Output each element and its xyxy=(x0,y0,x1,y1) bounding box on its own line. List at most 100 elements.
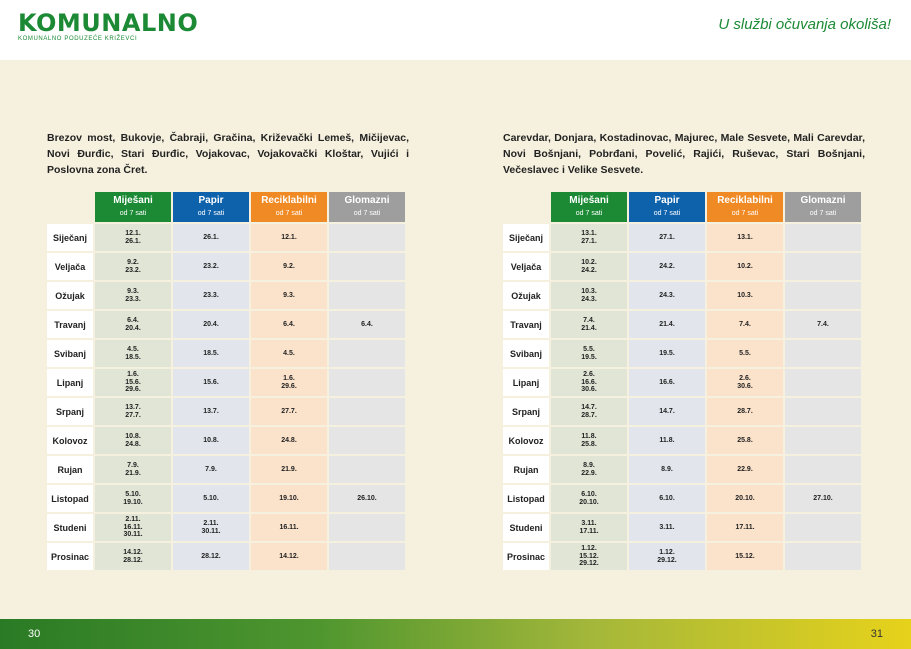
pickup-date: 28.12. xyxy=(201,552,221,560)
column-title: Glomazni xyxy=(800,195,846,206)
pickup-date: 6.4. xyxy=(361,320,373,328)
schedule-table: Miješani od 7 sati Papir od 7 sati Recikla… xyxy=(501,190,863,572)
pickup-date: 21.9. xyxy=(281,465,297,473)
cell-recyclable: 4.5. xyxy=(251,340,327,367)
cell-recyclable: 10.3. xyxy=(707,282,783,309)
month-label: Rujan xyxy=(47,456,93,483)
cell-mixed: 10.3. 24.3. xyxy=(551,282,627,309)
pickup-date: 10.8. xyxy=(125,433,141,440)
pickup-date: 27.1. xyxy=(659,233,675,241)
cell-paper: 7.9. xyxy=(173,456,249,483)
cell-recyclable: 1.6. 29.6. xyxy=(251,369,327,396)
month-label: Studeni xyxy=(503,514,549,541)
column-subtitle: od 7 sati xyxy=(197,210,225,217)
column-header-mixed: Miješani od 7 sati xyxy=(551,192,627,222)
pickup-date: 16.11. xyxy=(123,523,143,531)
pickup-date: 24.8. xyxy=(281,436,297,444)
cell-recyclable: 27.7. xyxy=(251,398,327,425)
cell-recyclable: 16.11. xyxy=(251,514,327,541)
logo-text: KOMUNALNO xyxy=(18,9,199,37)
cell-paper: 19.5. xyxy=(629,340,705,367)
pickup-date: 1.12. xyxy=(581,545,597,553)
cell-bulky xyxy=(329,224,405,251)
pickup-date: 23.3. xyxy=(203,291,219,299)
cell-paper: 18.5. xyxy=(173,340,249,367)
table-row: Srpanj 13.7. 27.7. 13.7. 27.7. xyxy=(47,398,405,425)
cell-bulky xyxy=(785,282,861,309)
page-number-right: 31 xyxy=(870,628,883,640)
pickup-date: 2.11. xyxy=(125,516,141,524)
pickup-date: 28.12. xyxy=(123,556,143,564)
pickup-date: 20.4. xyxy=(125,324,141,332)
pickup-date: 5.5. xyxy=(739,349,751,357)
pickup-date: 1.12. xyxy=(659,549,675,556)
cell-mixed: 10.2. 24.2. xyxy=(551,253,627,280)
pickup-date: 4.5. xyxy=(127,346,139,353)
cell-paper: 13.7. xyxy=(173,398,249,425)
column-subtitle: od 7 sati xyxy=(653,210,681,217)
cell-bulky xyxy=(329,456,405,483)
pickup-date: 6.10. xyxy=(581,491,597,498)
pickup-date: 19.10. xyxy=(279,494,299,502)
pickup-date: 13.7. xyxy=(125,404,141,411)
pickup-date: 24.2. xyxy=(659,262,675,270)
pickup-date: 20.10. xyxy=(579,498,599,506)
cell-paper: 6.10. xyxy=(629,485,705,512)
pickup-date: 29.6. xyxy=(281,382,297,390)
column-title: Papir xyxy=(198,195,224,206)
month-label: Svibanj xyxy=(47,340,93,367)
cell-bulky xyxy=(329,253,405,280)
cell-paper: 16.6. xyxy=(629,369,705,396)
column-subtitle: od 7 sati xyxy=(275,210,303,217)
pickup-date: 11.8. xyxy=(581,433,597,440)
pickup-date: 7.9. xyxy=(127,462,139,469)
pickup-date: 29.6. xyxy=(125,386,141,394)
pickup-date: 4.5. xyxy=(283,349,295,357)
pickup-date: 10.2. xyxy=(737,262,753,270)
cell-paper: 15.6. xyxy=(173,369,249,396)
cell-mixed: 14.12. 28.12. xyxy=(95,543,171,570)
pickup-date: 6.10. xyxy=(659,494,675,502)
pickup-date: 11.8. xyxy=(659,436,675,444)
cell-bulky xyxy=(785,369,861,396)
cell-bulky xyxy=(785,514,861,541)
cell-bulky: 6.4. xyxy=(329,311,405,338)
cell-recyclable: 28.7. xyxy=(707,398,783,425)
table-header-row: Miješani od 7 sati Papir od 7 sati Recikla… xyxy=(47,192,405,222)
pickup-date: 18.5. xyxy=(125,353,141,361)
month-label: Ožujak xyxy=(503,282,549,309)
pickup-date: 24.3. xyxy=(659,291,675,299)
pickup-date: 3.11. xyxy=(581,520,597,527)
pickup-date: 7.4. xyxy=(739,320,751,328)
pickup-date: 7.9. xyxy=(205,465,217,473)
pickup-date: 24.2. xyxy=(581,266,597,274)
column-header-recyclable: Reciklabilni od 7 sati xyxy=(707,192,783,222)
table-row: Svibanj 5.5. 19.5. 19.5. 5.5. xyxy=(503,340,861,367)
cell-paper: 2.11. 30.11. xyxy=(173,514,249,541)
cell-mixed: 13.1. 27.1. xyxy=(551,224,627,251)
cell-bulky xyxy=(329,427,405,454)
cell-paper: 8.9. xyxy=(629,456,705,483)
column-header-mixed: Miješani od 7 sati xyxy=(95,192,171,222)
month-label: Listopad xyxy=(47,485,93,512)
column-title: Glomazni xyxy=(344,195,390,206)
pickup-date: 25.8. xyxy=(581,440,597,448)
pickup-date: 3.11. xyxy=(659,523,675,531)
table-row: Travanj 6.4. 20.4. 20.4. 6.4. 6.4. xyxy=(47,311,405,338)
column-header-paper: Papir od 7 sati xyxy=(629,192,705,222)
column-title: Miješani xyxy=(569,195,609,206)
column-header-bulky: Glomazni od 7 sati xyxy=(785,192,861,222)
month-label: Veljača xyxy=(503,253,549,280)
pickup-date: 18.5. xyxy=(203,349,219,357)
column-title: Reciklabilni xyxy=(717,195,773,206)
pickup-date: 17.11. xyxy=(579,527,599,535)
cell-mixed: 6.10. 20.10. xyxy=(551,485,627,512)
pickup-date: 28.7. xyxy=(737,407,753,415)
cell-bulky xyxy=(329,514,405,541)
cell-mixed: 1.12. 15.12. 29.12. xyxy=(551,543,627,570)
pickup-date: 9.3. xyxy=(127,288,139,295)
cell-mixed: 8.9. 22.9. xyxy=(551,456,627,483)
table-row: Ožujak 10.3. 24.3. 24.3. 10.3. xyxy=(503,282,861,309)
pickup-date: 30.11. xyxy=(201,527,221,535)
month-label: Lipanj xyxy=(503,369,549,396)
